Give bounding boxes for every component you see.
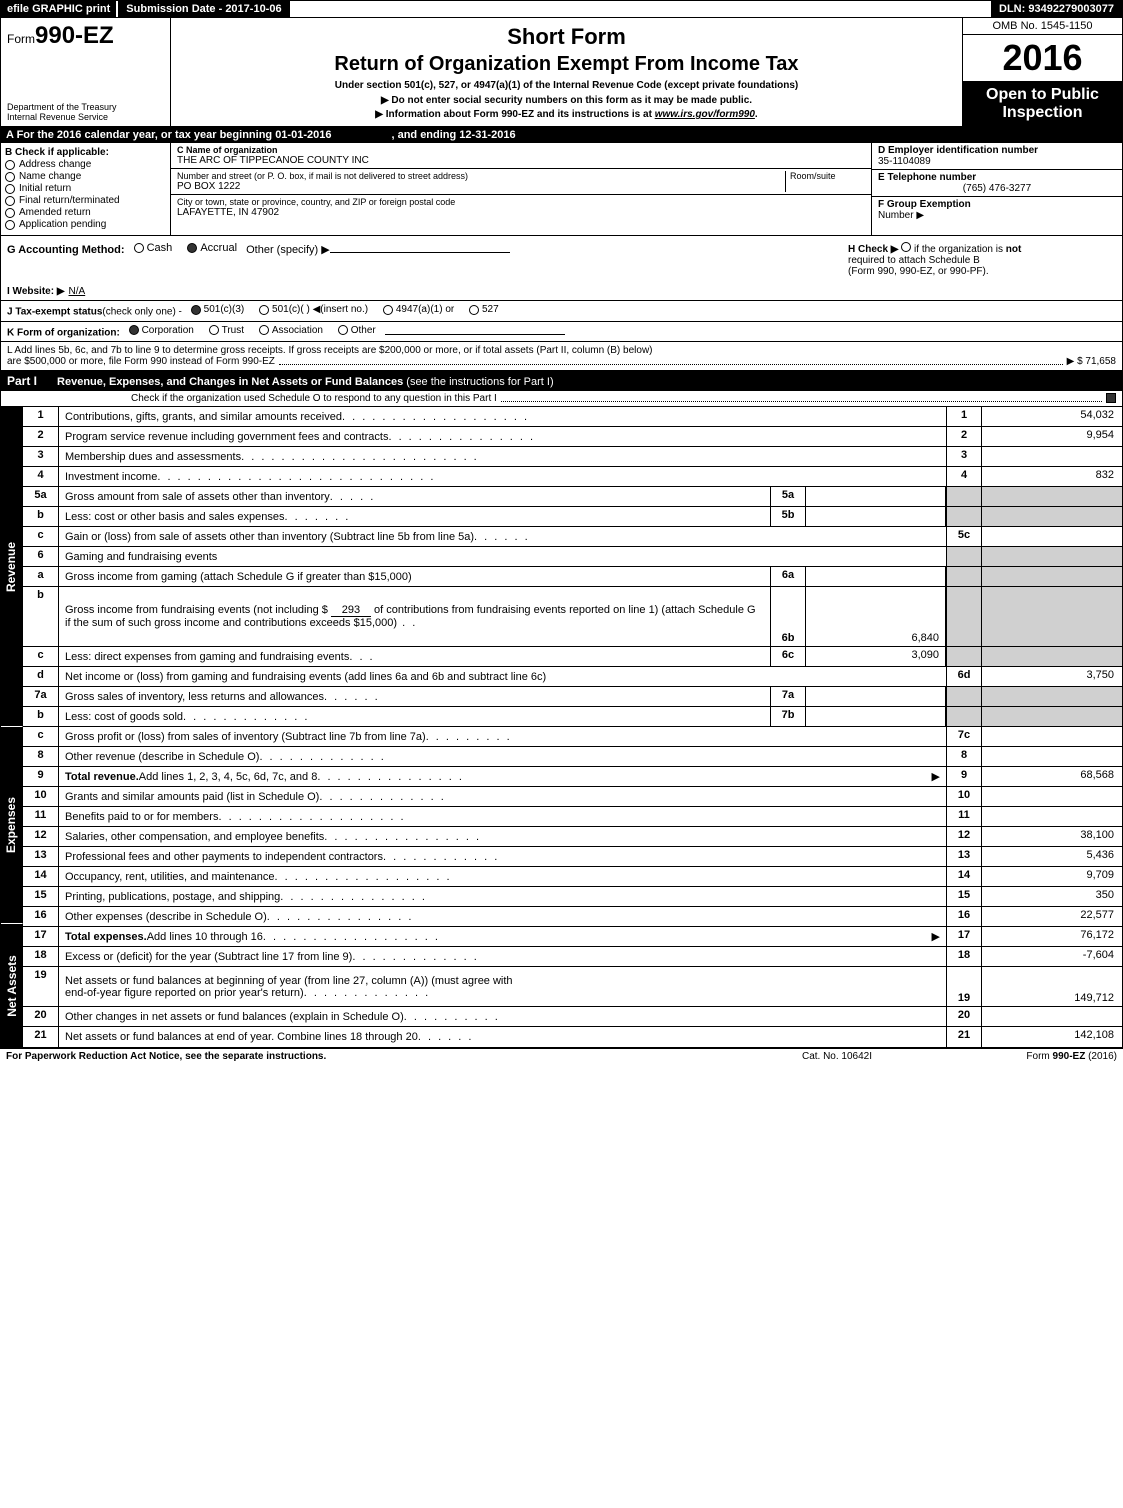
omb-number: OMB No. 1545-1150 [962,18,1122,35]
column-c-org-info: C Name of organization THE ARC OF TIPPEC… [171,143,872,235]
line-6d-value: 3,750 [982,667,1122,686]
address-change-checkbox[interactable] [5,160,15,170]
revenue-section-label: Revenue [5,541,19,591]
org-name: THE ARC OF TIPPECANOE COUNTY INC [177,155,865,166]
line-5a-inner [806,487,946,506]
part-i-grid: Revenue Expenses Net Assets 1Contributio… [0,407,1123,1048]
tax-year: 2016 [962,35,1122,82]
line-7c-value [982,727,1122,746]
line-19-value: 149,712 [982,967,1122,1006]
line-6a-inner [806,567,946,586]
part-i-subheader: Check if the organization used Schedule … [0,391,1123,407]
info-link-line: ▶ Information about Form 990-EZ and its … [181,109,952,120]
line-3-value [982,447,1122,466]
page-footer: For Paperwork Reduction Act Notice, see … [0,1048,1123,1064]
line-6b-excluded-amount: 293 [331,604,371,617]
line-21-value: 142,108 [982,1027,1122,1047]
line-9-value: 68,568 [982,767,1122,786]
paperwork-notice: For Paperwork Reduction Act Notice, see … [6,1051,737,1062]
return-title: Return of Organization Exempt From Incom… [181,53,952,76]
row-i-website: I Website: ▶ N/A [0,283,1123,301]
name-change-checkbox[interactable] [5,172,15,182]
column-def: D Employer identification number 35-1104… [872,143,1122,235]
row-a-tax-year: A For the 2016 calendar year, or tax yea… [0,127,1123,143]
application-pending-checkbox[interactable] [5,220,15,230]
4947-radio[interactable] [383,305,393,315]
netassets-section-label: Net Assets [5,955,19,1017]
top-bar: efile GRAPHIC print Submission Date - 20… [0,0,1123,18]
amended-return-checkbox[interactable] [5,208,15,218]
ssn-warning: ▶ Do not enter social security numbers o… [181,95,952,106]
form990-link[interactable]: www.irs.gov/form990 [655,109,755,120]
ein: 35-1104089 [878,156,1116,167]
corporation-radio[interactable] [129,325,139,335]
line-20-value [982,1007,1122,1026]
line-6c-inner: 3,090 [806,647,946,666]
form-header: Form990-EZ Department of the Treasury In… [0,18,1123,127]
row-j-exempt-status: J Tax-exempt status(check only one) - 50… [0,301,1123,322]
open-to-public: Open to Public Inspection [962,82,1122,126]
line-1-value: 54,032 [982,407,1122,426]
line-7b-inner [806,707,946,726]
line-17-value: 76,172 [982,927,1122,946]
room-suite-label: Room/suite [785,171,865,192]
line-5b-inner [806,507,946,526]
row-k-org-form: K Form of organization: Corporation Trus… [0,322,1123,343]
association-radio[interactable] [259,325,269,335]
line-12-value: 38,100 [982,827,1122,846]
final-return-checkbox[interactable] [5,196,15,206]
line-6b-inner: 6,840 [806,587,946,646]
line-7a-inner [806,687,946,706]
accrual-radio[interactable] [187,243,197,253]
short-form-title: Short Form [181,24,952,50]
phone: (765) 476-3277 [878,183,1116,194]
column-b-checkboxes: B Check if applicable: Address change Na… [1,143,171,235]
line-8-value [982,747,1122,766]
cash-radio[interactable] [134,243,144,253]
line-2-value: 9,954 [982,427,1122,446]
row-gh: G Accounting Method: Cash Accrual Other … [0,236,1123,283]
subtitle-line: Under section 501(c), 527, or 4947(a)(1)… [181,80,952,91]
line-10-value [982,787,1122,806]
part-i-header: Part I Revenue, Expenses, and Changes in… [0,371,1123,391]
trust-radio[interactable] [209,325,219,335]
line-11-value [982,807,1122,826]
catalog-number: Cat. No. 10642I [737,1051,937,1062]
dln-label: DLN: 93492279003077 [991,1,1122,17]
line-14-value: 9,709 [982,867,1122,886]
submission-date-button[interactable]: Submission Date - 2017-10-06 [118,1,289,17]
org-address: PO BOX 1222 [177,181,785,192]
form-footer-label: Form 990-EZ (2016) [937,1051,1117,1062]
row-l-gross-receipts: L Add lines 5b, 6c, and 7b to line 9 to … [0,342,1123,371]
dept-treasury: Department of the Treasury [7,102,164,112]
schedule-o-checkbox[interactable] [1106,393,1116,403]
expenses-section-label: Expenses [5,797,19,853]
line-18-value: -7,604 [982,947,1122,966]
line-15-value: 350 [982,887,1122,906]
gross-receipts-amount: ▶ $ 71,658 [1067,356,1116,367]
irs-label: Internal Revenue Service [7,112,164,122]
line-4-value: 832 [982,467,1122,486]
line-13-value: 5,436 [982,847,1122,866]
527-radio[interactable] [469,305,479,315]
org-city: LAFAYETTE, IN 47902 [177,207,865,218]
line-5c-value [982,527,1122,546]
other-org-radio[interactable] [338,325,348,335]
initial-return-checkbox[interactable] [5,184,15,194]
501c-radio[interactable] [259,305,269,315]
line-16-value: 22,577 [982,907,1122,926]
501c3-radio[interactable] [191,305,201,315]
form-number: Form990-EZ [7,22,164,50]
efile-print-button[interactable]: efile GRAPHIC print [1,1,118,17]
schedule-b-checkbox[interactable] [901,242,911,252]
section-bcdef: B Check if applicable: Address change Na… [0,143,1123,236]
website-value: N/A [69,286,86,297]
